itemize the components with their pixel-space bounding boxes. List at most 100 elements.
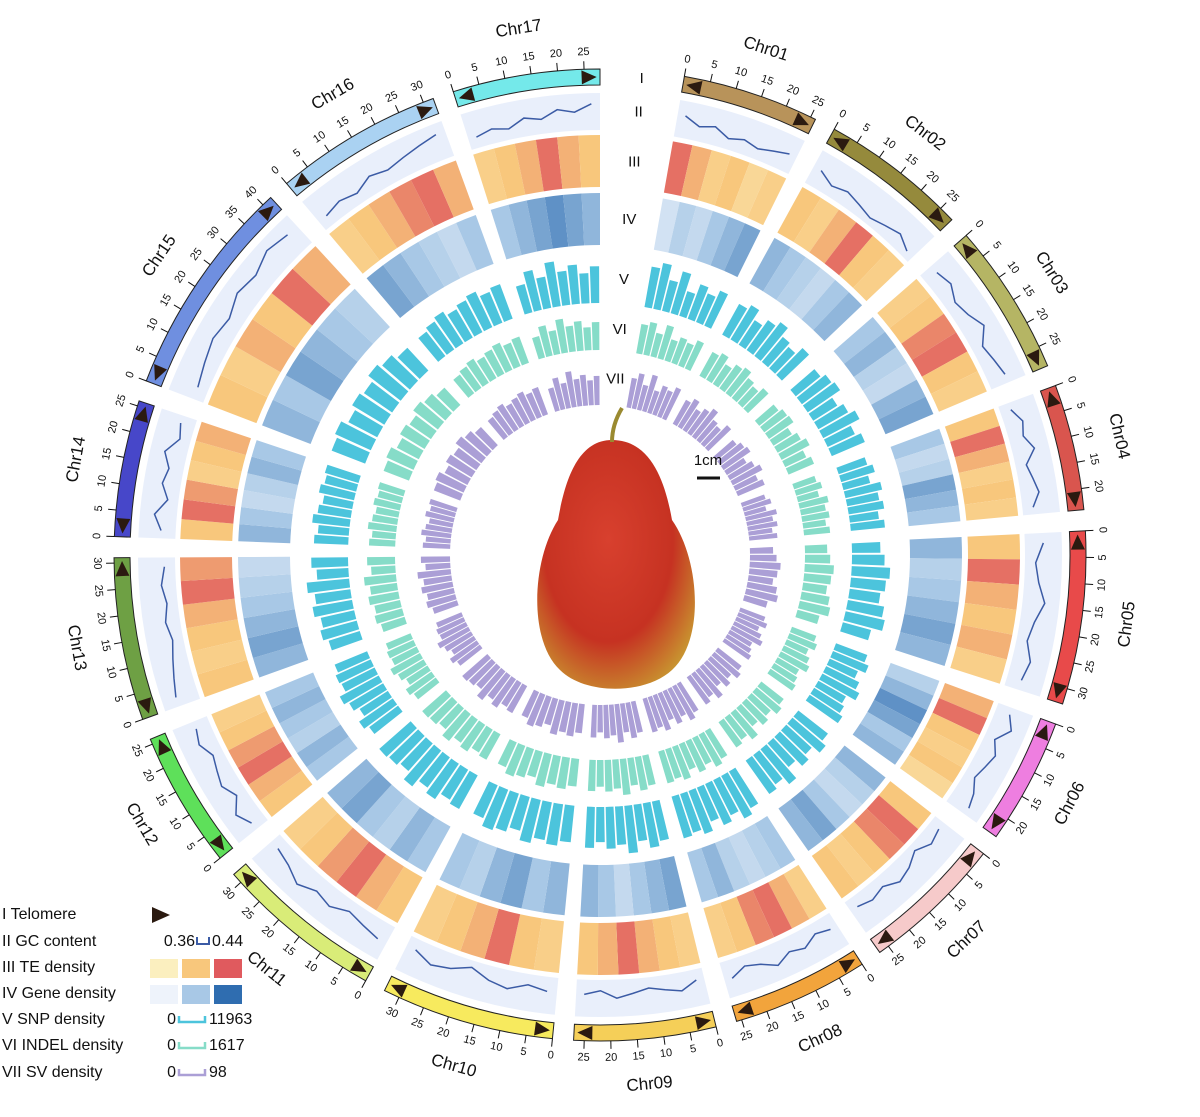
gene-cell <box>659 856 687 911</box>
sv-bar <box>608 704 617 736</box>
te-cell <box>186 460 242 489</box>
snp-bar <box>753 750 783 785</box>
gene-cell <box>285 351 344 402</box>
snp-bar <box>339 675 383 705</box>
te-cell <box>376 866 423 923</box>
sv-bar <box>717 442 745 466</box>
indel-bar <box>591 322 600 351</box>
tick-mark <box>257 198 264 206</box>
sv-bar <box>603 704 610 739</box>
tick-mark <box>315 952 321 960</box>
tick-label: 0 <box>865 972 877 985</box>
indel-bar <box>747 693 771 716</box>
te-cell <box>731 162 769 218</box>
snp-bar <box>328 630 363 651</box>
telomere <box>991 813 1006 830</box>
sv-bar <box>691 671 714 698</box>
gene-cell <box>300 329 358 381</box>
sv-bar <box>619 702 630 733</box>
tick-label: 5 <box>1074 401 1087 410</box>
tick-label: 25 <box>384 89 400 105</box>
te-cell <box>186 619 242 652</box>
sv-bar <box>547 387 560 412</box>
indel-bar <box>442 709 471 742</box>
snp-bar <box>314 589 352 605</box>
te-cell <box>473 148 507 205</box>
snp-bar <box>841 475 871 491</box>
gene-cell <box>341 772 392 824</box>
chromosome-ideogram <box>681 75 817 135</box>
telomere <box>1026 349 1040 366</box>
gene-cell <box>834 745 886 792</box>
tick-label: 25 <box>739 1029 754 1044</box>
tick-mark <box>361 980 367 989</box>
indel-bar <box>781 645 810 664</box>
sv-bar <box>743 506 767 517</box>
tick-mark <box>1082 610 1091 612</box>
indel-bar <box>719 364 743 393</box>
snp-bar <box>760 744 797 785</box>
sv-bar <box>725 634 752 654</box>
te-cell <box>961 603 1017 635</box>
gene-cell <box>907 576 962 603</box>
tick-label: 0 <box>990 858 1003 870</box>
sv-bar <box>425 523 453 533</box>
tick-mark <box>1067 688 1076 692</box>
tick-label: 25 <box>129 743 145 759</box>
telomere <box>458 87 476 101</box>
te-cell <box>752 882 792 938</box>
gene-cell <box>904 595 959 624</box>
tick-label: 5 <box>184 841 197 853</box>
te-cell <box>967 558 1020 585</box>
sv-bar <box>734 616 760 632</box>
tick-mark <box>203 259 211 266</box>
te-cell <box>508 914 542 970</box>
te-cell <box>616 921 640 975</box>
indel-bar <box>367 556 396 566</box>
tick-mark <box>144 743 153 748</box>
gc-background <box>138 557 201 712</box>
te-cell <box>368 191 416 248</box>
snp-bar <box>382 355 419 390</box>
gene-cell <box>668 201 697 257</box>
tick-label: 15 <box>280 941 297 958</box>
sv-bar <box>682 408 701 433</box>
chromosome-ideogram <box>1046 530 1087 705</box>
snp-bar <box>814 680 846 704</box>
tick-label: 20 <box>605 1052 618 1064</box>
tick-label: 15 <box>1020 282 1037 299</box>
snp-bar <box>379 721 417 757</box>
sv-bar <box>439 621 468 640</box>
tick-mark <box>220 238 228 245</box>
tick-label: 0 <box>547 1049 554 1062</box>
tick-label: 15 <box>522 50 536 64</box>
indel-bar <box>406 665 431 685</box>
te-cell <box>237 741 292 785</box>
tick-label: 25 <box>114 393 129 408</box>
indel-bar <box>664 339 678 363</box>
sv-bar <box>744 588 778 603</box>
track-label: III <box>628 153 641 170</box>
snp-bar <box>738 320 763 350</box>
indel-bar <box>771 663 798 683</box>
te-cell <box>634 919 660 974</box>
indel-bar <box>372 514 399 525</box>
indel-bar <box>377 482 406 497</box>
sv-bar <box>435 472 467 493</box>
tick-mark <box>182 814 190 820</box>
gene-cell <box>696 211 729 266</box>
gene-cell <box>243 609 299 639</box>
sv-bar <box>425 536 451 544</box>
snp-bar <box>400 737 433 772</box>
sv-bar <box>422 542 451 549</box>
sv-bar <box>560 382 571 409</box>
snp-bar <box>473 781 498 819</box>
indel-bar <box>471 725 493 753</box>
sv-bar <box>703 660 731 687</box>
snp-bar <box>836 457 868 475</box>
tick-mark <box>234 882 242 889</box>
gene-cell <box>790 789 837 841</box>
sv-bar <box>444 631 474 652</box>
indel-bar <box>752 687 782 714</box>
snp-bar <box>850 519 885 531</box>
